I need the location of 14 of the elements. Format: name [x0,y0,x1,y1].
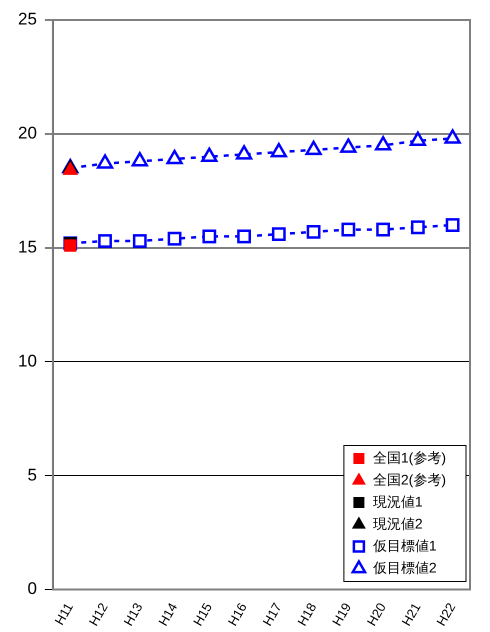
y-tick-label: 10 [18,351,37,370]
y-tick-label: 15 [18,238,37,257]
legend-label: 仮目標値2 [372,559,437,576]
y-tick-label: 0 [27,579,37,598]
legend-label: 全国2(参考) [372,471,446,488]
legend-label: 仮目標値1 [372,537,437,554]
x-tick-label: H11 [52,600,76,628]
legend-label: 現況値1 [372,493,423,510]
y-tick-label: 20 [18,124,37,143]
legend-label: 全国1(参考) [372,449,446,466]
y-tick-label: 5 [27,465,37,484]
legend-label: 現況値2 [372,515,423,532]
x-tick-label: H21 [398,600,424,628]
y-tick-label: 25 [18,10,37,29]
